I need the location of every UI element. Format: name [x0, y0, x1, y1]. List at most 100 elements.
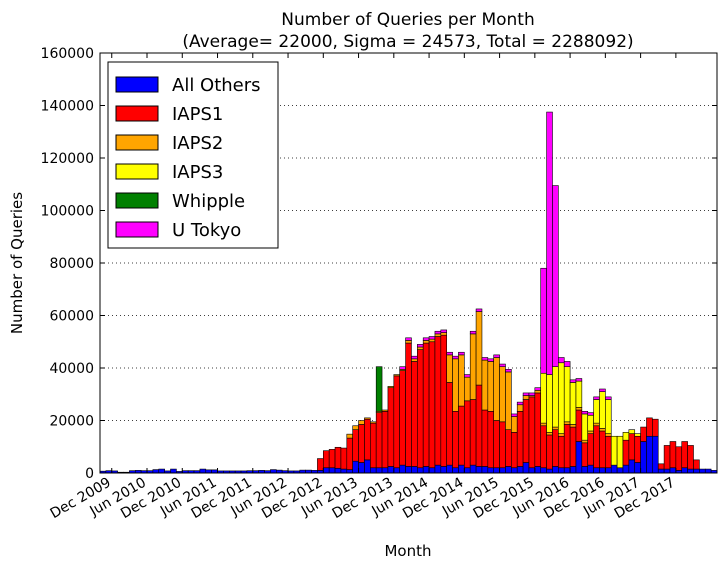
bar-segment-iaps3: [552, 366, 559, 428]
legend-label: Whipple: [172, 191, 245, 212]
bar-segment-all-others: [452, 467, 459, 474]
bar-segment-iaps2: [475, 311, 483, 386]
legend-swatch: [115, 105, 159, 122]
bar-segment-u-tokyo: [581, 411, 589, 415]
bar-segment-all-others: [669, 467, 677, 474]
bar-segment-iaps2: [393, 374, 400, 377]
bar-segment-all-others: [322, 467, 330, 474]
bar-segment-iaps1: [593, 425, 600, 469]
bar-segment-iaps1: [522, 399, 530, 463]
bar-segment-iaps1: [693, 459, 700, 470]
bar-segment-iaps1: [417, 349, 424, 469]
y-tick-label: 160000: [41, 46, 94, 62]
y-axis-label: Number of Queries: [8, 192, 26, 334]
bar-segment-iaps1: [452, 411, 459, 469]
bar-segment-iaps1: [499, 421, 506, 469]
bar-segment-iaps1: [663, 445, 671, 470]
bar-segment-all-others: [170, 468, 177, 474]
bar-segment-iaps3: [622, 432, 630, 441]
bar-segment-iaps1: [687, 445, 694, 470]
bar-segment-all-others: [364, 459, 371, 474]
bar-segment-iaps1: [399, 370, 406, 466]
bar-segment-iaps1: [475, 384, 483, 467]
bar-segment-all-others: [346, 469, 353, 474]
bar-segment-iaps1: [381, 411, 389, 469]
bar-segment-all-others: [464, 467, 471, 474]
bar-segment-all-others: [587, 464, 594, 474]
bar-segment-iaps1: [634, 435, 641, 463]
bar-segment-all-others: [628, 459, 636, 474]
bar-segment-iaps2: [534, 390, 542, 394]
bar-segment-all-others: [640, 441, 647, 474]
bar-segment-all-others: [657, 468, 665, 474]
legend-swatch: [115, 134, 159, 151]
bar-segment-u-tokyo: [522, 392, 530, 396]
bar-segment-u-tokyo: [569, 379, 577, 383]
bar-segment-u-tokyo: [534, 387, 542, 391]
bar-segment-iaps1: [393, 375, 400, 469]
bar-segment-all-others: [405, 466, 412, 474]
chart-subtitle: (Average= 22000, Sigma = 24573, Total = …: [182, 32, 633, 52]
bar-segment-whipple: [375, 366, 383, 412]
bar-segment-iaps1: [464, 400, 471, 469]
bar-segment-all-others: [475, 466, 483, 474]
bar-segment-iaps3: [587, 414, 594, 432]
bar-segment-iaps1: [352, 429, 359, 462]
bar-segment-iaps1: [669, 441, 677, 469]
bar-segment-all-others: [352, 460, 359, 474]
y-tick-label: 120000: [41, 151, 94, 167]
bar-segment-iaps2: [516, 404, 524, 412]
bar-segment-iaps1: [546, 434, 553, 470]
bar-segment-all-others: [411, 466, 418, 474]
bar-segment-u-tokyo: [411, 355, 418, 360]
bar-segment-iaps3: [563, 366, 571, 423]
bar-segment-all-others: [328, 467, 336, 474]
bar-segment-iaps1: [487, 411, 495, 469]
bar-segment-iaps3: [610, 435, 618, 466]
bar-segment-iaps1: [411, 361, 418, 467]
bar-segment-iaps1: [346, 437, 353, 470]
bar-segment-iaps2: [569, 424, 577, 428]
bar-segment-all-others: [616, 467, 624, 474]
legend-label: IAPS1: [172, 104, 223, 125]
bar-segment-iaps1: [657, 463, 665, 470]
bar-segment-all-others: [563, 467, 571, 474]
bar-segment-all-others: [387, 466, 395, 474]
y-tick-label: 40000: [49, 361, 94, 377]
bar-segment-iaps1: [458, 405, 465, 466]
bar-segment-iaps1: [493, 420, 500, 469]
legend-box: [107, 61, 279, 249]
bar-segment-iaps1: [369, 422, 377, 469]
bar-segment-iaps2: [405, 340, 412, 344]
bar-segment-u-tokyo: [575, 378, 583, 382]
bar-segment-iaps2: [440, 332, 448, 336]
bar-segment-all-others: [522, 462, 530, 474]
bar-segment-all-others: [552, 466, 559, 474]
bar-segment-u-tokyo: [599, 388, 606, 392]
bar-segment-iaps1: [681, 441, 688, 469]
bar-segment-u-tokyo: [405, 337, 412, 341]
bar-segment-iaps1: [364, 418, 371, 461]
bar-segment-iaps2: [481, 359, 489, 411]
bar-segment-all-others: [334, 467, 342, 474]
bar-segment-iaps1: [405, 342, 412, 467]
bar-segment-all-others: [569, 466, 577, 474]
bar-segment-iaps1: [340, 447, 348, 470]
bar-segment-iaps1: [628, 433, 636, 461]
bar-segment-iaps1: [563, 424, 571, 469]
bar-segment-iaps1: [552, 429, 559, 467]
bar-segment-all-others: [605, 467, 612, 474]
bar-segment-u-tokyo: [440, 329, 448, 333]
bar-segment-iaps1: [434, 336, 442, 466]
bar-segment-u-tokyo: [464, 374, 471, 378]
chart-title: Number of Queries per Month: [281, 10, 534, 30]
bar-segment-u-tokyo: [487, 358, 495, 362]
bar-segment-all-others: [622, 464, 630, 474]
bar-segment-u-tokyo: [469, 330, 477, 335]
bar-segment-all-others: [417, 467, 424, 474]
legend-swatch: [115, 192, 159, 209]
y-tick-label: 60000: [49, 309, 94, 325]
bar-segment-u-tokyo: [446, 351, 453, 356]
bar-segment-iaps1: [605, 435, 612, 469]
bar-segment-iaps1: [358, 424, 365, 463]
